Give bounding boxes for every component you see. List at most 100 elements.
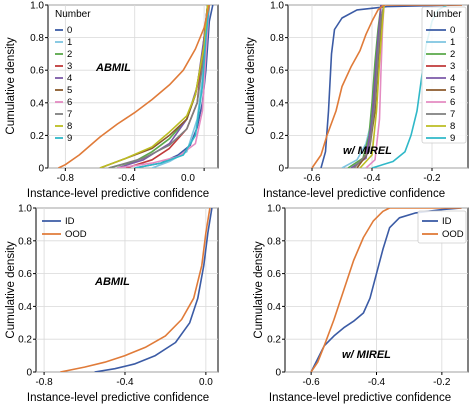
ytick-label: 0.8 (267, 236, 281, 247)
legend-title: Number (426, 9, 462, 20)
ytick-label: 0.8 (270, 33, 284, 44)
legend-label: 8 (450, 121, 455, 132)
legend-label: 4 (67, 73, 72, 84)
series-line-id (310, 208, 462, 372)
x-axis-label: Instance-level predictive confidence (27, 188, 209, 200)
ytick-label: 0.6 (18, 269, 32, 280)
ytick-label: 0.2 (18, 335, 32, 346)
legend-label: 2 (450, 49, 455, 60)
y-axis-label: Cumulative density (5, 37, 17, 134)
xtick-label: -0.4 (368, 377, 386, 388)
y-axis-label: Cumulative density (5, 241, 17, 338)
legend-box (417, 210, 467, 244)
legend-label: 2 (67, 49, 72, 60)
ytick-label: 0.4 (270, 98, 284, 109)
series-line-8 (359, 5, 385, 168)
legend-label: OOD (65, 229, 87, 240)
plot-area (35, 207, 219, 373)
plot-area (47, 4, 219, 169)
panel-annotation: w/ MIREL (342, 349, 391, 361)
ytick-label: 0 (38, 164, 44, 175)
series-line-7 (353, 5, 385, 168)
panel-annotation: ABMIL (94, 276, 130, 288)
series-lines (311, 5, 463, 168)
xtick-label: -0.4 (363, 173, 381, 184)
legend-label: 9 (67, 133, 72, 144)
series-lines (310, 208, 462, 372)
legend-label: ID (65, 216, 75, 227)
xtick-label: -0.2 (423, 173, 441, 184)
legend-label: 9 (450, 133, 455, 144)
series-lines (60, 208, 213, 372)
xtick-label: -0.2 (433, 377, 451, 388)
x-axis-label: Instance-level predictive confidence (263, 188, 445, 200)
ytick-label: 0 (275, 368, 281, 379)
legend-label: 5 (450, 85, 455, 96)
legend-label: 3 (67, 61, 72, 72)
xtick-label: 0.0 (181, 173, 195, 184)
y-axis-label: Cumulative density (253, 241, 265, 338)
legend-label: OOD (442, 229, 464, 240)
legend-label: 0 (67, 25, 72, 36)
ytick-label: 0.4 (30, 98, 44, 109)
y-axis-label: Cumulative density (245, 37, 257, 134)
legend: ID OOD (42, 216, 87, 240)
legend-label: 4 (450, 73, 455, 84)
xtick-label: -0.4 (116, 377, 134, 388)
ytick-label: 0.2 (267, 335, 281, 346)
legend-label: 6 (450, 97, 455, 108)
legend: ID OOD (417, 210, 467, 244)
series-line-9 (134, 5, 211, 168)
chart-panel-bottom-right: 1.0 0.8 0.6 0.4 0.2 0 -0.6 -0.4 -0.2 Ins… (253, 204, 469, 404)
series-line-unnamed (58, 5, 211, 168)
legend-label: 7 (67, 109, 72, 120)
x-axis-label: Instance-level predictive confidence (27, 392, 209, 404)
grid (33, 207, 218, 375)
ytick-label: 0.4 (18, 302, 32, 313)
xtick-label: -0.8 (57, 173, 75, 184)
legend-label: 0 (450, 25, 455, 36)
legend: Number 0 1 2 3 4 5 6 7 8 9 (55, 9, 91, 144)
ytick-label: 0.6 (270, 66, 284, 77)
xtick-label: -0.6 (302, 377, 320, 388)
legend-label: 1 (450, 37, 455, 48)
x-axis-label: Instance-level predictive confidence (269, 392, 451, 404)
series-line-ood (60, 208, 211, 372)
ytick-label: 0.2 (270, 131, 284, 142)
ytick-label: 1.0 (270, 1, 284, 12)
series-line-ood (310, 208, 462, 372)
ytick-label: 0.8 (30, 33, 44, 44)
legend-title: Number (55, 9, 91, 20)
xtick-label: -0.6 (303, 173, 321, 184)
series-lines (58, 5, 214, 168)
series-line-id (94, 208, 213, 372)
xtick-label: -0.8 (35, 377, 53, 388)
legend: Number 0 1 2 3 4 5 6 7 8 9 (421, 6, 467, 144)
ytick-label: 1.0 (267, 204, 281, 215)
legend-box (421, 6, 467, 144)
chart-panel-top-left: 1.0 0.8 0.6 0.4 0.2 0 -0.8 -0.4 0.0 Inst… (5, 1, 219, 200)
legend-label: 5 (67, 85, 72, 96)
chart-panel-top-right: 1.0 0.8 0.6 0.4 0.2 0 -0.6 -0.4 -0.2 Ins… (245, 1, 469, 200)
ytick-label: 1.0 (30, 1, 44, 12)
legend-label: 8 (67, 121, 72, 132)
ytick-label: 0.2 (30, 131, 44, 142)
series-line-6 (117, 5, 211, 168)
legend-label: 3 (450, 61, 455, 72)
legend-label: ID (442, 216, 452, 227)
ytick-label: 0.6 (30, 66, 44, 77)
series-line-8 (99, 5, 209, 168)
panel-annotation: ABMIL (95, 62, 131, 74)
chart-panel-bottom-left: 1.0 0.8 0.6 0.4 0.2 0 -0.8 -0.4 0.0 Inst… (5, 204, 219, 404)
xtick-label: -0.4 (118, 173, 136, 184)
ytick-label: 0 (278, 164, 284, 175)
ytick-label: 1.0 (18, 204, 32, 215)
ytick-label: 0.6 (267, 269, 281, 280)
legend-label: 1 (67, 37, 72, 48)
legend-label: 6 (67, 97, 72, 108)
ytick-label: 0 (26, 368, 32, 379)
panel-annotation: w/ MIREL (343, 145, 392, 157)
legend-label: 7 (450, 109, 455, 120)
ytick-label: 0.4 (267, 302, 281, 313)
